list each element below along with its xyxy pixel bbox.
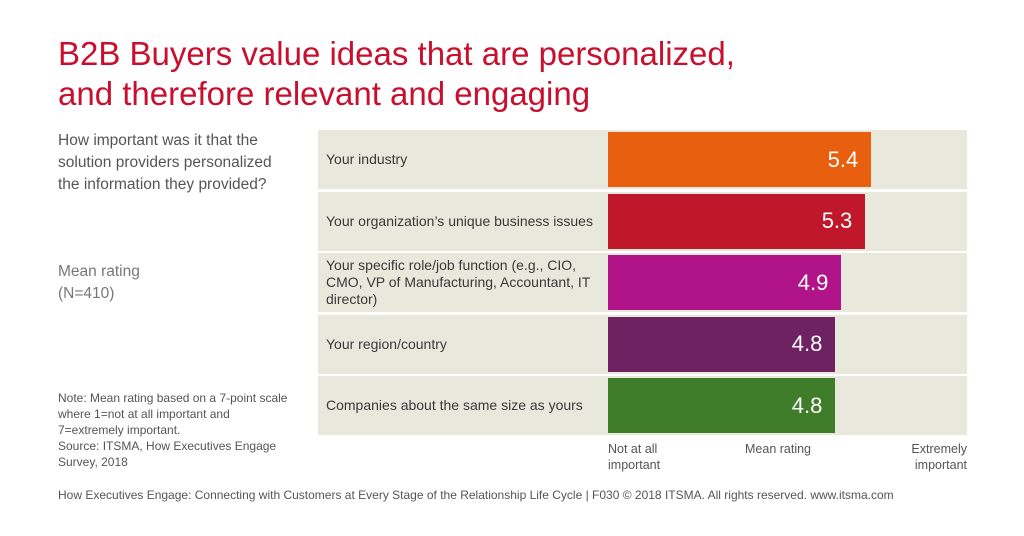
bar-value-label: 4.8 — [791, 331, 823, 356]
chart-note: Note: Mean rating based on a 7-point sca… — [58, 390, 298, 470]
bar-value-label: 5.4 — [827, 146, 859, 172]
sample-size: (N=410) — [58, 285, 115, 302]
axis-mid-label: Mean rating — [745, 442, 812, 456]
category-label: Your specific role/job function (e.g., C… — [326, 257, 591, 307]
chart-row: Companies about the same size as yours 4.… — [318, 376, 967, 435]
chart-title: B2B Buyers value ideas that are personal… — [58, 34, 958, 114]
bar-chart: Your industry 5.4 Your organization’s uniq… — [318, 130, 967, 435]
survey-question: How important was it that the solution p… — [58, 132, 272, 193]
chart-row: Your specific role/job function (e.g., C… — [318, 253, 967, 312]
bar-value-label: 4.8 — [791, 392, 823, 418]
source-text: Source: ITSMA, How Executives Engage Sur… — [58, 439, 277, 469]
title-line-2: and therefore relevant and engaging — [58, 75, 591, 112]
bar — [608, 193, 866, 249]
axis-min-label: Not at all important — [608, 442, 661, 472]
title-line-1: B2B Buyers value ideas that are personal… — [58, 35, 735, 72]
metric-label: Mean rating (N=410) — [58, 261, 258, 305]
bar — [608, 255, 842, 310]
axis-max-label: Extremely important — [911, 442, 967, 472]
category-label: Your region/country — [326, 335, 447, 352]
category-label: Your organization’s unique business issu… — [326, 212, 593, 229]
chart-row: Your organization’s unique business issu… — [318, 191, 967, 251]
bar-value-label: 5.3 — [821, 208, 853, 233]
category-label: Your industry — [326, 151, 408, 167]
chart-row: Your industry 5.4 — [318, 130, 967, 189]
metric-name: Mean rating — [58, 263, 140, 280]
chart-row: Your region/country 4.8 — [318, 314, 967, 374]
bar — [608, 316, 836, 372]
bar — [608, 132, 872, 187]
bar-value-label: 4.9 — [797, 269, 829, 295]
bar — [608, 378, 836, 433]
footer-text: How Executives Engage: Connecting with C… — [58, 488, 894, 502]
category-label: Companies about the same size as yours — [326, 397, 583, 413]
note-text: Note: Mean rating based on a 7-point sca… — [58, 391, 288, 437]
